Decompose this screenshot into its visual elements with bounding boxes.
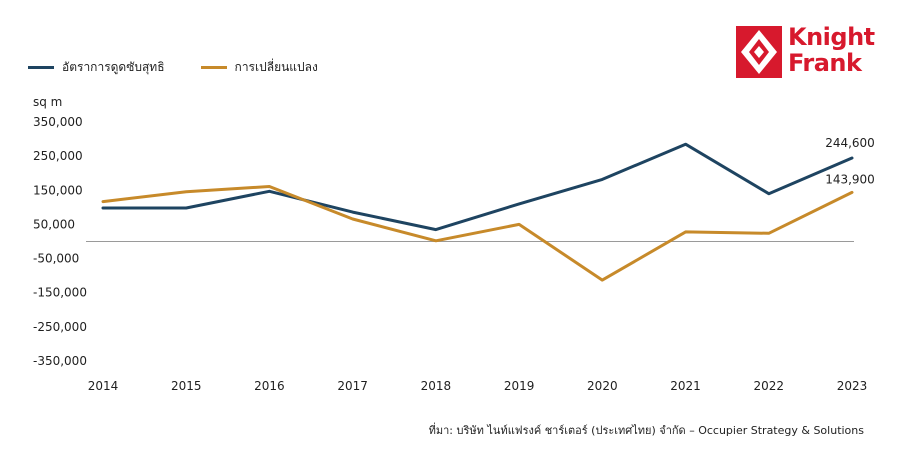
logo-text-line1: Knight <box>788 23 875 51</box>
x-tick-label: 2023 <box>837 379 868 393</box>
y-tick-label: -350,000 <box>33 354 87 368</box>
legend-label-change: การเปลี่ยนแปลง <box>234 60 318 74</box>
legend-label-absorption: อัตราการดูดซับสุทธิ <box>62 60 165 74</box>
legend: อัตราการดูดซับสุทธิ การเปลี่ยนแปลง <box>28 58 318 77</box>
x-axis: 2014 2015 2016 2017 2018 2019 2020 2021 2022 2023 <box>88 379 868 393</box>
legend-item-absorption: อัตราการดูดซับสุทธิ <box>28 58 165 77</box>
x-tick-label: 2022 <box>754 379 785 393</box>
x-tick-label: 2018 <box>421 379 452 393</box>
series-line-change <box>101 185 854 282</box>
y-tick-label: -50,000 <box>33 252 79 266</box>
data-label: 244,600 <box>825 136 875 150</box>
x-tick-label: 2015 <box>171 379 202 393</box>
logo-mark-icon <box>736 26 782 78</box>
y-tick-label: -150,000 <box>33 286 87 300</box>
x-tick-label: 2019 <box>504 379 535 393</box>
annotations: 244,600 143,900 <box>825 136 875 186</box>
y-tick-label: -250,000 <box>33 320 87 334</box>
knight-frank-logo: Knight Frank <box>736 24 886 80</box>
x-tick-label: 2016 <box>254 379 285 393</box>
logo-text-line2: Frank <box>788 49 862 77</box>
x-tick-label: 2017 <box>337 379 368 393</box>
y-axis-unit-label: sq m <box>33 95 63 109</box>
legend-swatch-change <box>200 66 227 69</box>
y-axis: 350,000 250,000 150,000 50,000 -50,000 -150,0… <box>33 115 87 368</box>
logo-wordmark: Knight Frank <box>788 24 875 76</box>
legend-item-change: การเปลี่ยนแปลง <box>200 58 318 77</box>
y-tick-label: 50,000 <box>33 217 75 231</box>
x-tick-label: 2014 <box>88 379 119 393</box>
x-tick-label: 2020 <box>587 379 618 393</box>
data-label: 143,900 <box>825 172 875 186</box>
legend-swatch-absorption <box>28 66 54 69</box>
y-tick-label: 350,000 <box>33 115 83 129</box>
series-line-absorption <box>101 142 854 232</box>
y-tick-label: 250,000 <box>33 149 83 163</box>
y-tick-label: 150,000 <box>33 183 83 197</box>
source-note: ที่มา: บริษัท ไนท์แฟรงค์ ชาร์เตอร์ (ประเ… <box>428 424 864 437</box>
series-group <box>101 142 854 282</box>
x-tick-label: 2021 <box>670 379 701 393</box>
